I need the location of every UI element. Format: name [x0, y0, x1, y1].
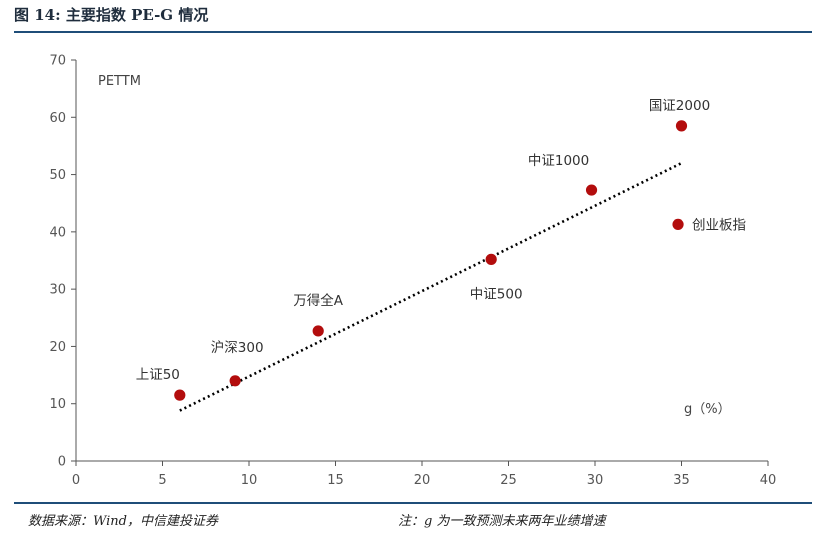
y-tick-label: 40	[49, 225, 66, 240]
top-rule	[14, 31, 812, 33]
y-tick-label: 50	[49, 168, 66, 183]
y-tick-label: 70	[49, 54, 66, 69]
x-tick-label: 30	[587, 473, 604, 488]
trend-line	[179, 161, 683, 412]
x-axis-label: g（%）	[684, 402, 731, 417]
x-tick-label: 35	[673, 473, 690, 488]
point-label: 中证500	[470, 286, 523, 302]
data-point	[585, 184, 598, 196]
point-label: 创业板指	[692, 217, 746, 233]
data-point	[174, 389, 186, 401]
data-point	[485, 253, 497, 265]
point-label: 沪深300	[211, 340, 264, 356]
data-point	[675, 120, 688, 132]
pe-g-scatter-chart: 0 10 20 30 40 50 60 70 0 5 10 15 20 25 30 35 40 PETTM g（%）…	[49, 54, 777, 489]
y-tick-label: 30	[49, 283, 66, 298]
x-tick-label: 5	[158, 473, 166, 488]
point-label: 上证50	[136, 367, 180, 383]
bottom-rule	[14, 502, 812, 504]
x-tick-label: 0	[72, 473, 80, 488]
data-point	[229, 375, 241, 387]
y-tick-label: 20	[49, 340, 66, 355]
figure-title: 图 14: 主要指数 PE-G 情况	[14, 6, 209, 24]
x-tick-label: 20	[414, 473, 431, 488]
y-axis-label: PETTM	[98, 74, 141, 89]
x-tick-label: 15	[327, 473, 344, 488]
footnote: 注：g 为一致预测未来两年业绩增速	[398, 514, 606, 529]
point-label: 万得全A	[293, 292, 343, 309]
source-note: 数据来源：Wind，中信建投证券	[28, 514, 218, 529]
y-tick-label: 60	[49, 111, 66, 126]
y-tick-label: 0	[58, 455, 66, 470]
point-label: 国证2000	[649, 98, 710, 114]
x-tick-label: 40	[760, 473, 777, 488]
data-point	[672, 218, 684, 231]
data-point	[312, 325, 324, 337]
x-tick-label: 10	[241, 473, 258, 488]
y-tick-label: 10	[49, 397, 66, 412]
point-label: 中证1000	[528, 153, 589, 169]
x-tick-label: 25	[500, 473, 517, 488]
